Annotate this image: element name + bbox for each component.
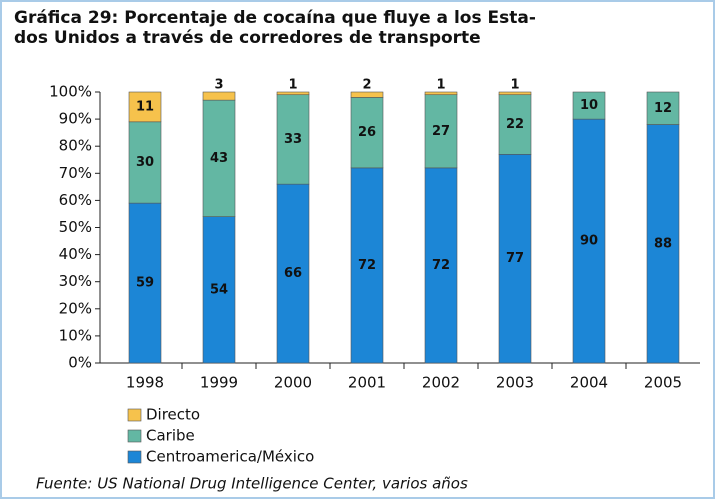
chart-title: dos Unidos a través de corredores de tra…	[14, 28, 481, 48]
legend-swatch	[127, 450, 142, 464]
bar-segment	[350, 97, 384, 169]
data-label: 26	[358, 125, 376, 140]
data-label: 43	[210, 151, 228, 166]
y-tick-label: 70%	[59, 164, 92, 182]
bar-segment	[128, 202, 162, 364]
legend-swatch	[127, 408, 142, 422]
data-label: 1	[436, 78, 445, 93]
bar-segment	[572, 118, 606, 364]
y-tick-label: 50%	[59, 218, 92, 236]
bar-segment	[128, 91, 162, 123]
bar-segment	[646, 124, 680, 364]
bar-segment	[572, 91, 606, 120]
x-tick-label: 2001	[348, 374, 386, 392]
legend-label: Centroamerica/México	[146, 448, 314, 466]
bar-segment	[276, 94, 310, 185]
y-tick-label: 30%	[59, 272, 92, 290]
data-label: 1	[510, 78, 519, 93]
data-label: 12	[654, 101, 672, 116]
bar-segment	[646, 91, 680, 125]
x-tick-label: 2003	[496, 374, 534, 392]
y-tick-label: 60%	[59, 191, 92, 209]
data-label: 22	[506, 117, 524, 132]
bar-segment	[202, 91, 236, 101]
legend-label: Directo	[146, 406, 200, 424]
x-tick-label: 2004	[570, 374, 608, 392]
data-label: 3	[214, 78, 223, 93]
bar-segment	[202, 99, 236, 217]
data-label: 72	[358, 258, 376, 273]
x-tick-label: 1999	[200, 374, 238, 392]
data-label: 59	[136, 276, 154, 291]
x-tick-label: 1998	[126, 374, 164, 392]
data-label: 1	[288, 78, 297, 93]
x-tick-label: 2002	[422, 374, 460, 392]
x-tick-label: 2000	[274, 374, 312, 392]
bar-segment	[498, 91, 532, 96]
y-tick-label: 90%	[59, 110, 92, 128]
y-tick-label: 40%	[59, 245, 92, 263]
bar-segment	[128, 121, 162, 204]
bar-segment	[276, 91, 310, 96]
data-label: 77	[506, 251, 524, 266]
legend-label: Caribe	[146, 427, 195, 445]
data-label: 11	[136, 99, 154, 114]
legend-swatch	[127, 429, 142, 443]
x-tick-label: 2005	[644, 374, 682, 392]
data-label: 30	[136, 155, 154, 170]
data-label: 33	[284, 132, 302, 147]
bar-segment	[424, 167, 458, 364]
y-tick-label: 10%	[59, 326, 92, 344]
bar-segment	[498, 154, 532, 364]
y-tick-label: 100%	[49, 83, 92, 101]
data-label: 90	[580, 234, 598, 249]
bar-segment	[498, 94, 532, 155]
data-label: 27	[432, 124, 450, 139]
data-label: 10	[580, 98, 598, 113]
source: Fuente: US National Drug Intelligence Ce…	[36, 475, 468, 493]
y-tick-label: 0%	[68, 354, 92, 372]
data-label: 66	[284, 266, 302, 281]
data-label: 88	[654, 236, 672, 251]
bar-segment	[350, 91, 384, 98]
chart-title: Gráfica 29: Porcentaje de cocaína que fl…	[14, 8, 536, 28]
y-tick-label: 20%	[59, 299, 92, 317]
data-label: 72	[432, 258, 450, 273]
data-label: 2	[362, 78, 371, 93]
bar-segment	[424, 91, 458, 96]
bar-segment	[202, 216, 236, 364]
data-label: 54	[210, 282, 228, 297]
y-tick-label: 80%	[59, 137, 92, 155]
